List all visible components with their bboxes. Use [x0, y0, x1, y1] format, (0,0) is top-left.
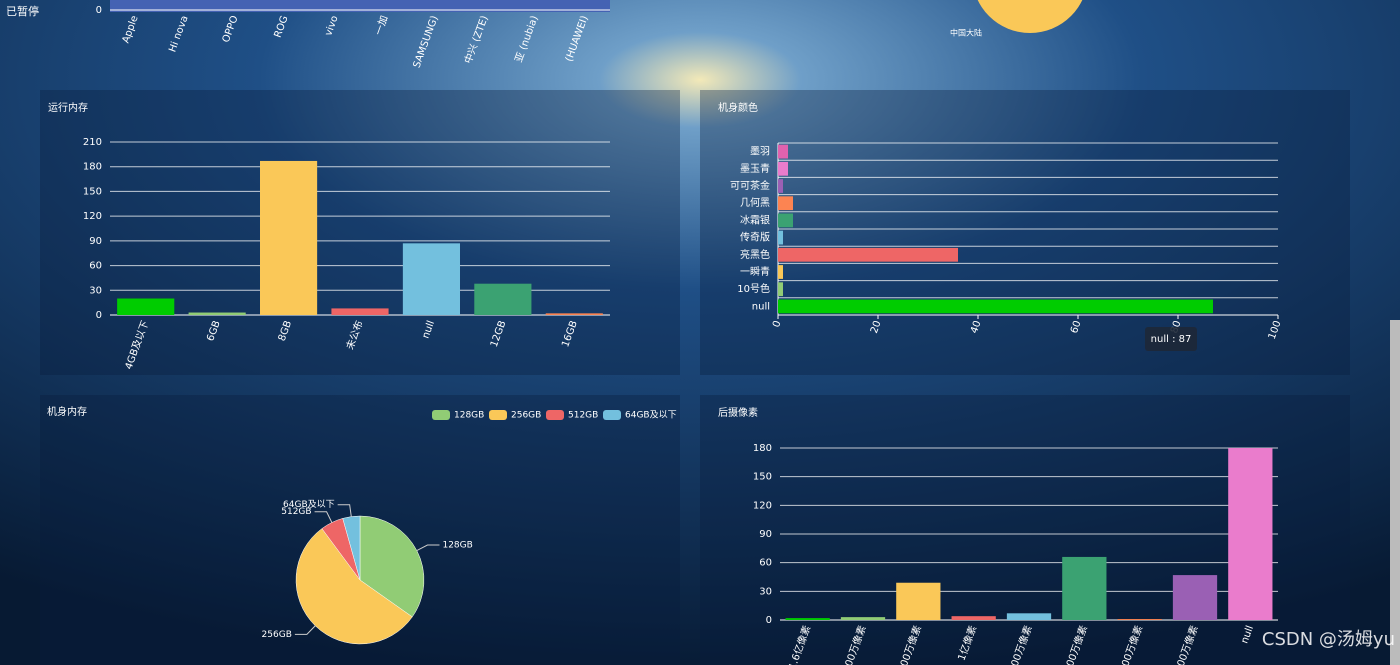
chart-title: 机身内存 [47, 405, 87, 418]
bar [402, 243, 460, 315]
bar [778, 179, 783, 193]
bar [778, 230, 783, 245]
bar [951, 616, 996, 620]
y-tick-label: 150 [753, 472, 772, 483]
y-tick-label: 180 [83, 162, 102, 173]
legend-label: 256GB [511, 411, 541, 421]
x-tick-label: 20 [869, 319, 884, 335]
y-tick-label: 10号色 [737, 282, 770, 295]
leader-line [294, 625, 316, 635]
y-tick-label: 180 [753, 443, 772, 454]
legend-label: 64GB及以下 [625, 410, 677, 421]
panel [700, 90, 1350, 375]
bar [778, 161, 788, 176]
bar [1006, 613, 1052, 620]
y-tick-label: 60 [89, 261, 102, 272]
y-tick-label: 210 [83, 137, 102, 148]
bar [545, 313, 603, 315]
y-tick-label: 120 [83, 211, 102, 222]
y-tick-label: 墨玉青 [740, 162, 770, 175]
tooltip-box [1145, 327, 1197, 351]
bar [474, 283, 532, 315]
bar [896, 582, 941, 620]
y-tick-label: 30 [759, 586, 772, 597]
pie-label: 512GB [281, 507, 311, 517]
bar [778, 247, 958, 262]
x-tick-label: 40 [969, 319, 984, 335]
pie-label: 256GB [262, 630, 292, 640]
bar [260, 160, 318, 315]
bar [117, 298, 175, 315]
y-tick-label: null [752, 301, 770, 312]
bar [1228, 448, 1273, 620]
bar [778, 265, 783, 279]
leader-line [314, 511, 333, 523]
y-tick-label: 0 [96, 5, 102, 16]
chart-title: 后摄像素 [718, 406, 758, 419]
bar [778, 299, 1213, 314]
y-tick-label: 90 [759, 529, 772, 540]
bar [778, 213, 793, 228]
x-tick-label: 0 [771, 319, 784, 329]
top-chart-area [110, 0, 610, 12]
y-tick-label: 可可茶金 [730, 179, 770, 192]
status: 已暂停 [6, 4, 39, 18]
watermark: CSDN @汤姆yu [1262, 629, 1395, 650]
y-tick-label: 0 [96, 310, 102, 321]
y-tick-label: 传奇版 [740, 231, 770, 244]
tooltip: null : 87 [1151, 334, 1192, 345]
y-tick-label: 0 [766, 615, 772, 626]
legend-swatch [603, 410, 621, 420]
pie-label: 64GB及以下 [283, 499, 335, 510]
bar [785, 618, 830, 620]
y-tick-label: 几何黑 [740, 196, 770, 209]
y-tick-label: 150 [83, 186, 102, 197]
y-tick-label: 90 [89, 236, 102, 247]
y-tick-label: 120 [753, 500, 772, 511]
pie-label: 中国大陆 [950, 28, 982, 38]
pie-slice [977, 0, 1083, 33]
y-tick-label: 60 [759, 558, 772, 569]
x-tick-label: 60 [1069, 319, 1084, 335]
bar [1062, 556, 1107, 620]
chart-title: 运行内存 [48, 101, 88, 114]
y-tick-label: 30 [89, 285, 102, 296]
legend-label: 128GB [454, 411, 484, 421]
bar [778, 196, 793, 211]
bar [778, 144, 788, 159]
leader-line [337, 504, 352, 517]
legend-swatch [432, 410, 450, 420]
legend-swatch [546, 410, 564, 420]
pie-label: 128GB [442, 541, 472, 551]
bar [840, 617, 886, 620]
panel [40, 90, 680, 375]
legend-label: 512GB [568, 411, 598, 421]
bar [188, 312, 246, 315]
scrollbar[interactable] [1390, 320, 1400, 665]
leader-line [416, 544, 440, 551]
chart-title: 机身颜色 [718, 101, 758, 114]
pie-slice [359, 515, 425, 618]
bar [1117, 619, 1162, 620]
bar [778, 282, 783, 297]
bar [331, 308, 389, 315]
y-tick-label: 亮黑色 [740, 248, 770, 261]
y-tick-label: 冰霜银 [740, 213, 770, 226]
legend-swatch [489, 410, 507, 420]
y-tick-label: 墨羽 [750, 146, 770, 158]
bar [1172, 575, 1218, 620]
y-tick-label: 一瞬青 [740, 265, 770, 278]
